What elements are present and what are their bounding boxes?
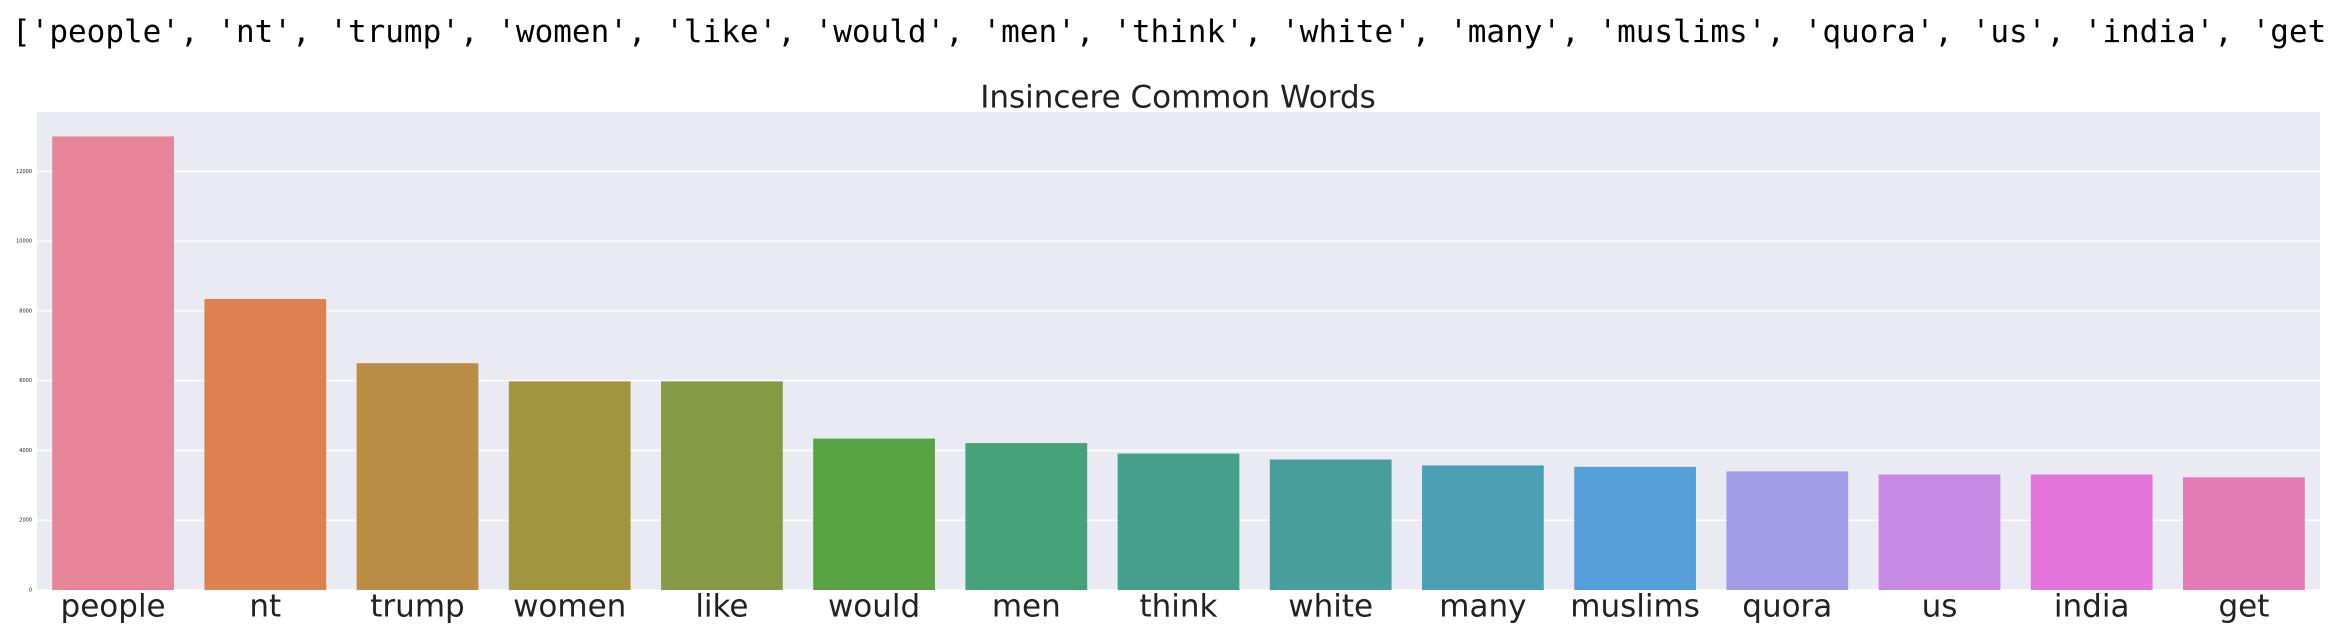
x-tick-label: trump — [370, 589, 464, 625]
bar — [2030, 474, 2153, 590]
bar — [52, 136, 174, 591]
bar — [661, 381, 783, 590]
bar — [2183, 477, 2305, 590]
bar — [204, 299, 327, 590]
y-tick-label: 10000 — [16, 239, 32, 245]
x-tick-label: muslims — [1570, 589, 1700, 625]
bar — [356, 363, 479, 590]
bar — [965, 443, 1088, 590]
bar — [1878, 474, 2001, 590]
x-tick-label: would — [828, 589, 920, 625]
x-tick-label: think — [1139, 589, 1217, 625]
x-tick-label: men — [992, 589, 1061, 625]
x-tick-label: india — [2054, 589, 2130, 625]
x-tick-label: us — [1922, 589, 1958, 625]
x-tick-label: women — [513, 589, 626, 625]
y-tick-label: 0 — [29, 588, 32, 594]
x-tick-label: like — [695, 589, 748, 625]
x-tick-label: white — [1288, 589, 1373, 625]
y-tick-label: 12000 — [16, 169, 32, 175]
x-tick-label: get — [2218, 589, 2269, 625]
x-tick-label: nt — [249, 589, 281, 625]
y-tick-label: 2000 — [19, 518, 32, 524]
bar — [508, 381, 631, 590]
x-tick-label: quora — [1742, 589, 1832, 625]
bar — [1422, 465, 1544, 590]
y-tick-label: 4000 — [19, 448, 32, 454]
y-tick-label: 6000 — [19, 378, 32, 384]
y-tick-label: 8000 — [19, 308, 32, 314]
bar — [1269, 459, 1392, 590]
bar — [1574, 466, 1696, 590]
bar — [1726, 471, 1849, 590]
output-text: ['people', 'nt', 'trump', 'women', 'like… — [12, 14, 2330, 50]
bar — [1117, 453, 1240, 590]
chart-title: Insincere Common Words — [980, 80, 1376, 116]
bar — [813, 438, 935, 590]
x-tick-label: many — [1439, 589, 1526, 625]
x-tick-label: people — [61, 589, 166, 625]
